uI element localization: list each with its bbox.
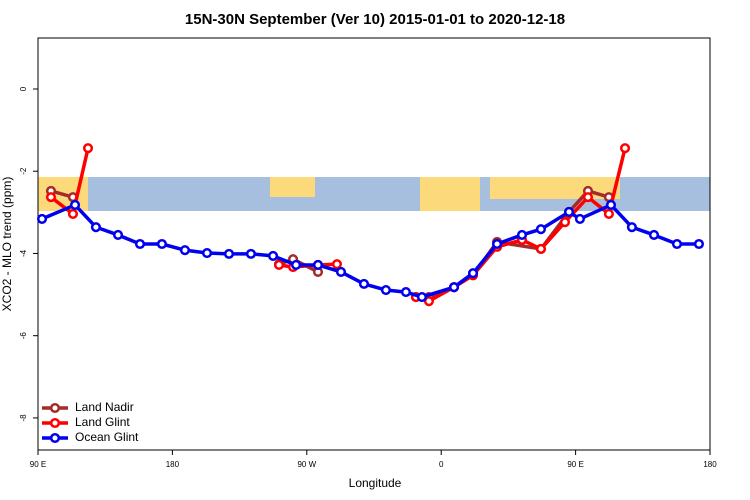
point (535, 243, 547, 254)
x-axis-label: Longitude (349, 476, 402, 490)
legend-label: Land Glint (75, 415, 130, 429)
legend-label: Land Nadir (75, 400, 134, 414)
point (290, 259, 302, 271)
point (423, 296, 435, 307)
series-line (415, 147, 627, 303)
point (112, 229, 124, 241)
point (516, 229, 528, 241)
y-tick-label: 0 (19, 86, 28, 91)
plot-frame (37, 37, 711, 451)
point (467, 268, 479, 279)
point (245, 248, 256, 259)
point (69, 199, 81, 210)
y-tick-label: -6 (19, 332, 28, 340)
point (619, 143, 631, 154)
map-land (270, 177, 315, 197)
point (223, 248, 235, 259)
x-tick-label: 90 E (567, 460, 583, 469)
point (492, 238, 503, 250)
point (134, 238, 146, 250)
point (671, 238, 683, 250)
point (45, 192, 57, 203)
map-land (420, 177, 480, 211)
point (448, 282, 460, 293)
legend-marker (49, 417, 61, 429)
point (335, 266, 347, 278)
y-tick-label: -4 (19, 249, 28, 257)
point (559, 217, 571, 228)
point (380, 285, 391, 296)
point (563, 206, 575, 217)
point (582, 192, 594, 203)
point (273, 259, 285, 271)
point (312, 259, 324, 271)
point (90, 222, 101, 233)
y-tick-label: -2 (19, 167, 28, 175)
y-axis-label: XCO2 - MLO trend (ppm) (0, 177, 14, 312)
x-tick-label: 180 (166, 460, 180, 469)
point (603, 208, 614, 220)
point (36, 213, 48, 224)
chart-title: 15N-30N September (Ver 10) 2015-01-01 to… (185, 11, 565, 28)
point (156, 238, 167, 250)
x-tick-label: 0 (439, 460, 444, 469)
x-tick-label: 90 E (30, 460, 46, 469)
point (535, 224, 547, 235)
series-line (41, 203, 699, 299)
point (605, 199, 617, 210)
legend-marker (49, 402, 61, 414)
point (400, 287, 412, 298)
point (574, 213, 585, 224)
x-tick-label: 180 (703, 460, 717, 469)
point (648, 229, 660, 241)
point (67, 208, 78, 220)
y-tick-label: -8 (19, 414, 28, 422)
point (331, 259, 343, 270)
point (693, 238, 704, 250)
point (358, 278, 370, 289)
legend-label: Ocean Glint (75, 430, 139, 444)
point (82, 143, 94, 154)
legend-marker (49, 432, 61, 444)
point (201, 247, 213, 259)
point (179, 245, 190, 256)
point (626, 222, 637, 233)
point (416, 291, 427, 303)
x-tick-label: 90 W (297, 460, 316, 469)
point (268, 250, 279, 261)
